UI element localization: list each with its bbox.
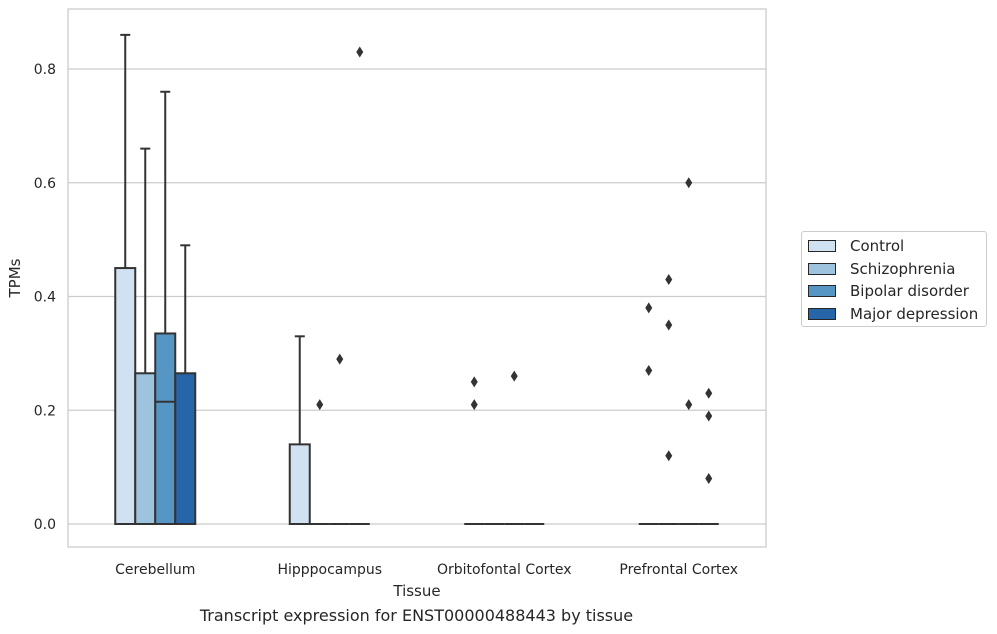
legend-swatch: [808, 285, 836, 297]
y-axis-label: TPMs: [6, 258, 24, 298]
x-axis-label: Tissue: [392, 582, 440, 600]
outlier-point: [356, 46, 364, 58]
legend-item: Bipolar disorder: [808, 281, 969, 301]
legend-item: Major depression: [808, 304, 978, 324]
legend-swatch: [808, 262, 836, 275]
box-body: [174, 372, 197, 525]
tick-labels: 0.0 0.2 0.4 0.6 0.8 Cerebellum Hipppocampus Orb…: [34, 62, 738, 578]
outlier-point: [665, 273, 673, 285]
box-major-depression: [174, 244, 197, 525]
legend-swatch: [808, 307, 836, 320]
box-bipolar-disorder: [678, 177, 699, 525]
y-tick-label: 0.8: [34, 62, 56, 78]
legend-label: Bipolar disorder: [850, 282, 969, 300]
outlier-point: [470, 399, 478, 411]
y-tick-label: 0.4: [34, 290, 56, 306]
outlier-point: [705, 473, 713, 484]
box-schizophrenia: [309, 399, 330, 525]
plot-area-frame: [67, 8, 767, 548]
box-body: [288, 443, 311, 525]
x-tick-label: Hipppocampus: [277, 562, 382, 578]
legend-item: Control: [808, 236, 904, 256]
box-body: [154, 332, 177, 525]
outlier-point: [665, 450, 673, 462]
box-major-depression: [698, 387, 719, 525]
box-major-depression: [349, 46, 370, 525]
y-tick-label: 0.6: [34, 176, 56, 192]
outlier-point: [705, 387, 713, 399]
outlier-point: [685, 399, 693, 411]
outlier-point: [705, 410, 713, 422]
box-body: [134, 372, 157, 525]
legend-item: Schizophrenia: [808, 259, 955, 279]
outlier-point: [665, 319, 673, 331]
legend-label: Major depression: [850, 304, 979, 323]
box-bipolar-disorder: [329, 353, 350, 525]
y-tick-label: 0.0: [34, 517, 56, 533]
y-tick-label: 0.2: [34, 403, 56, 419]
outlier-point: [685, 177, 693, 189]
box-body: [114, 267, 137, 525]
outlier-point: [336, 353, 344, 365]
box-control: [464, 376, 485, 525]
legend-swatch: [808, 240, 836, 252]
box-bipolar-disorder: [504, 370, 525, 525]
x-tick-label: Orbitofontal Cortex: [437, 562, 572, 578]
box-bipolar-disorder: [154, 90, 177, 525]
legend: Control Schizophrenia Bipolar disorder Majo…: [801, 231, 987, 327]
box-control: [114, 33, 137, 525]
legend-label: Control: [850, 237, 905, 255]
x-tick-label: Cerebellum: [115, 562, 195, 578]
box-control: [638, 302, 659, 525]
outlier-point: [316, 399, 324, 411]
outlier-point: [645, 302, 653, 314]
box-plots: [114, 33, 719, 525]
box-schizophrenia: [134, 147, 157, 525]
chart-title: Transcript expression for ENST0000048844…: [199, 606, 634, 625]
outlier-point: [510, 370, 518, 382]
legend-label: Schizophrenia: [850, 259, 956, 278]
box-control: [288, 335, 311, 525]
outlier-point: [470, 376, 478, 388]
outlier-point: [645, 364, 653, 376]
x-tick-label: Prefrontal Cortex: [619, 562, 738, 578]
box-schizophrenia: [658, 273, 679, 525]
